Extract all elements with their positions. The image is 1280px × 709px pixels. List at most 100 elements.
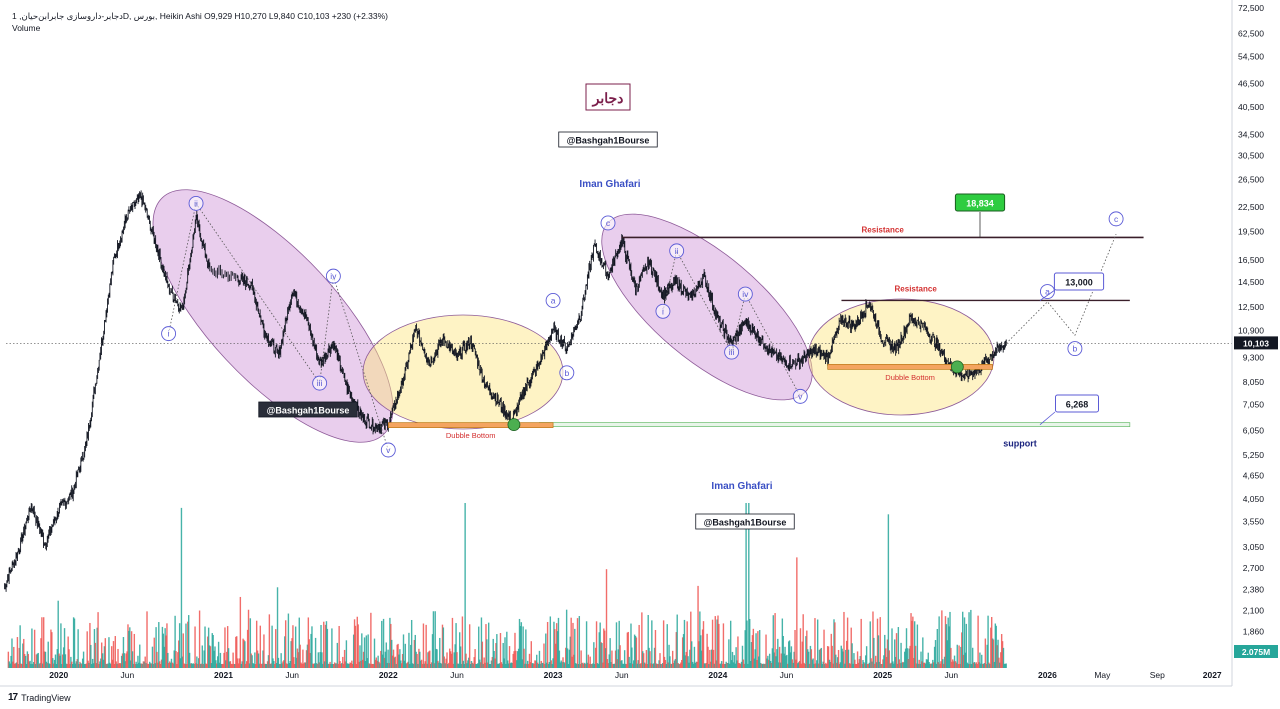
volume-bar (399, 649, 401, 668)
volume-bar (714, 616, 716, 668)
volume-bar (976, 663, 978, 668)
volume-bar (967, 663, 969, 668)
wave-label: c (1114, 214, 1119, 224)
volume-bar (69, 663, 71, 668)
volume-bar (925, 659, 928, 668)
volume-bar (507, 660, 509, 668)
volume-bar (649, 651, 651, 668)
volume-bar (203, 650, 205, 668)
volume-bar (291, 638, 293, 668)
volume-bar (253, 663, 255, 668)
volume-bar (730, 660, 733, 668)
volume-bar (99, 661, 101, 668)
volume-bar (895, 633, 898, 668)
volume-bar (157, 662, 159, 668)
wave-abc-b: b (559, 365, 575, 381)
volume-bar (236, 658, 239, 668)
volume-bar (322, 663, 324, 668)
volume-bar (207, 636, 209, 668)
volume-bar (736, 660, 738, 668)
volume-bar (324, 624, 327, 668)
volume-bar (770, 662, 773, 668)
volume-bar (501, 663, 503, 668)
volume-bar (167, 652, 169, 668)
volume-bar (177, 652, 179, 668)
volume-bar (695, 661, 697, 668)
volume-bar (334, 663, 337, 668)
volume-bar (267, 655, 270, 668)
volume-bar (989, 663, 991, 668)
volume-bar (931, 663, 933, 668)
volume-bar (983, 662, 986, 668)
volume-bar (534, 660, 536, 668)
volume-bar (557, 617, 560, 668)
volume-bar (158, 622, 160, 668)
resistance-label-lower: Resistance (895, 284, 938, 293)
volume-bar (881, 663, 883, 668)
volume-bar (682, 634, 685, 668)
volume-bar (827, 646, 830, 668)
bottom-marker-icon (950, 360, 964, 374)
volume-bar (500, 662, 503, 668)
volume-bar (692, 663, 695, 668)
volume-bar (139, 663, 142, 668)
volume-bar (396, 644, 398, 668)
volume-bar (817, 663, 820, 668)
volume-bar (242, 638, 244, 668)
volume-bar (652, 663, 655, 668)
volume-bar (299, 644, 301, 668)
volume-bar (269, 663, 271, 668)
wave-circle-icon (655, 303, 671, 319)
volume-bar (987, 615, 989, 668)
volume-bar (991, 616, 993, 668)
volume-bar (304, 662, 307, 668)
volume-bar (31, 628, 33, 668)
volume-bar (340, 663, 342, 668)
volume-bar (739, 663, 742, 668)
volume-bar (642, 653, 645, 668)
volume-bar (435, 648, 437, 668)
wave-projection-b: b (1067, 341, 1083, 357)
volume-bar (592, 663, 594, 668)
volume-bar (492, 638, 494, 668)
y-tick-label: 5,250 (1243, 450, 1265, 460)
volume-bar (798, 660, 801, 668)
volume-bar (224, 627, 226, 668)
volume-bar (656, 663, 658, 668)
volume-bar (443, 656, 445, 668)
volume-bar (732, 662, 735, 668)
volume-bar (437, 660, 439, 668)
volume-bar (664, 660, 667, 668)
volume-bar (936, 628, 939, 668)
y-tick-label: 19,500 (1238, 226, 1264, 236)
price-badge-6268: 6,268 (1066, 400, 1089, 410)
volume-bar (905, 628, 908, 668)
x-tick-label: 2024 (708, 670, 727, 680)
volume-bar (65, 663, 68, 668)
volume-bar (83, 664, 86, 668)
volume-bar (716, 619, 718, 668)
volume-bar (727, 662, 729, 668)
volume-bar (26, 651, 29, 668)
volume-bar (233, 663, 235, 668)
volume-bar (952, 661, 955, 668)
volume-bar (969, 663, 971, 668)
volume-bar (13, 663, 16, 668)
volume-bar (199, 663, 202, 668)
volume-bar (229, 661, 232, 668)
volume-bar (444, 663, 446, 668)
volume-bar (20, 663, 22, 668)
volume-bar (96, 627, 98, 668)
volume-bar (15, 662, 18, 668)
volume-bar (520, 622, 523, 668)
volume-bar (218, 662, 221, 668)
volume-bar (178, 640, 180, 668)
volume-bar (801, 641, 803, 668)
volume-bar (953, 655, 956, 668)
volume-bar (710, 649, 713, 668)
y-tick-label: 62,500 (1238, 28, 1264, 38)
volume-bar (552, 658, 554, 668)
volume-bar (432, 611, 435, 668)
volume-bar (337, 663, 339, 668)
